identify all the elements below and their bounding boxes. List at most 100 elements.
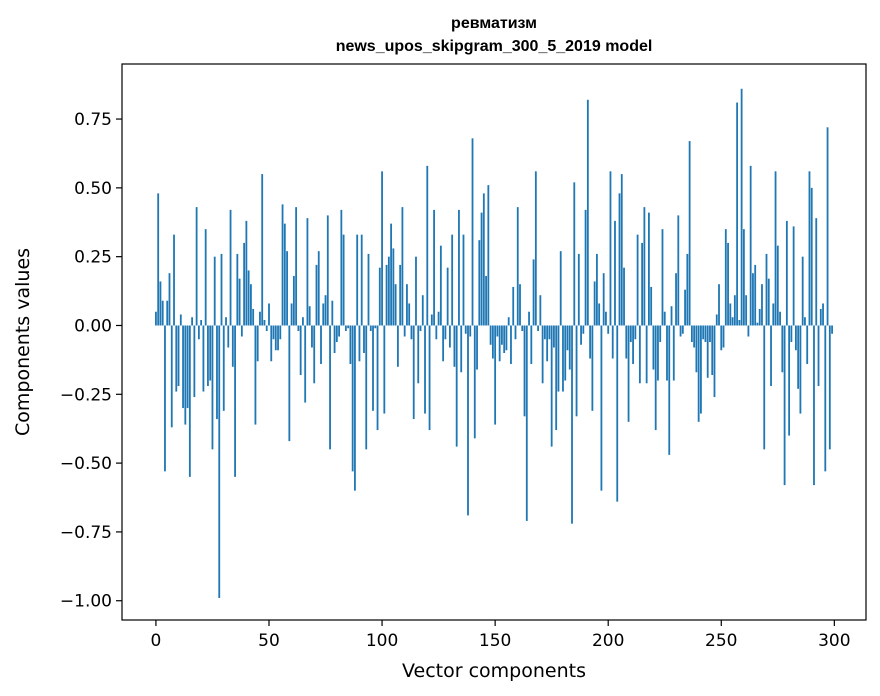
bar-157 [510,325,512,365]
bar-52 [272,325,275,340]
x-tick-label: 150 [479,631,511,651]
bar-97 [374,325,377,329]
bar-170 [539,295,542,326]
bar-194 [593,281,596,326]
bar-108 [399,264,402,326]
bar-171 [541,325,544,384]
y-tick-label: 0.50 [74,179,112,199]
bar-224 [661,229,664,326]
bar-230 [675,273,677,326]
bar-15 [188,325,191,477]
bar-142 [476,325,478,370]
bar-44 [254,325,257,425]
bar-250 [720,325,723,351]
bar-150 [494,325,497,425]
bar-61 [292,275,295,326]
bar-101 [383,325,386,414]
bar-297 [826,127,829,326]
bar-104 [390,223,393,326]
bar-47 [261,174,264,326]
bar-204 [616,325,619,502]
bar-130 [449,325,451,348]
y-tick-label: −0.75 [60,523,112,543]
bar-285 [799,325,802,414]
bar-153 [501,325,503,345]
bar-5 [166,300,169,326]
bar-111 [406,284,408,326]
bar-289 [808,171,811,326]
bar-14 [186,325,189,409]
bar-3 [161,300,164,326]
bar-135 [460,325,463,373]
bar-79 [333,325,336,354]
bar-216 [643,207,646,326]
bar-231 [677,215,680,326]
x-tick-label: 300 [818,631,850,651]
x-tick-label: 50 [258,631,280,651]
bar-223 [659,325,662,342]
y-tick-label: −0.50 [60,454,112,474]
bar-268 [761,284,763,326]
bar-278 [783,325,786,486]
bar-0 [155,311,157,326]
bar-8 [173,234,175,326]
bar-182 [566,325,569,351]
bar-232 [679,325,682,337]
bar-271 [767,278,770,326]
bar-234 [684,289,686,326]
bar-85 [347,325,350,329]
bar-86 [349,325,352,365]
bar-45 [256,325,259,362]
bar-154 [503,325,506,354]
bar-66 [304,325,307,403]
bar-82 [340,209,343,326]
bar-series [155,88,833,598]
bar-156 [507,317,510,326]
bar-31 [225,317,227,326]
bar-212 [634,325,637,340]
bar-292 [815,218,818,326]
y-tick-label: −0.25 [60,385,112,405]
bar-21 [202,325,205,392]
bar-68 [308,306,311,326]
bar-172 [543,325,546,340]
bar-279 [785,220,788,326]
bar-114 [412,325,415,420]
bar-242 [702,325,705,340]
bar-158 [512,286,515,326]
bar-88 [354,325,356,491]
chart-title-line-1: ревматизм [451,15,537,32]
bar-205 [618,193,621,326]
bar-40 [245,220,248,326]
bar-294 [819,308,822,326]
bar-1 [157,193,160,326]
bar-222 [657,325,659,381]
bar-186 [575,325,578,417]
bar-27 [216,325,218,420]
bar-34 [231,325,234,367]
bar-2 [159,281,162,326]
bar-138 [467,325,469,516]
bar-98 [376,325,379,431]
y-axis-ticks: −1.00 −0.75 −0.50 −0.25 0.00 0.25 0.50 0.75 [60,110,122,612]
bar-298 [828,325,831,450]
bar-166 [530,325,533,365]
bar-184 [571,325,573,524]
bar-267 [758,308,761,326]
bar-70 [313,325,316,384]
bar-32 [227,325,230,348]
bar-124 [435,325,438,340]
bar-175 [550,325,553,447]
bar-18 [195,207,198,326]
bar-284 [797,325,800,389]
bar-248 [715,314,718,326]
bar-126 [439,245,442,326]
bar-90 [358,325,361,362]
bar-58 [286,251,288,326]
bar-263 [749,165,752,326]
bar-41 [247,270,250,326]
bar-46 [259,311,261,326]
bar-238 [693,325,696,348]
bar-198 [602,273,605,326]
bar-293 [817,325,820,387]
